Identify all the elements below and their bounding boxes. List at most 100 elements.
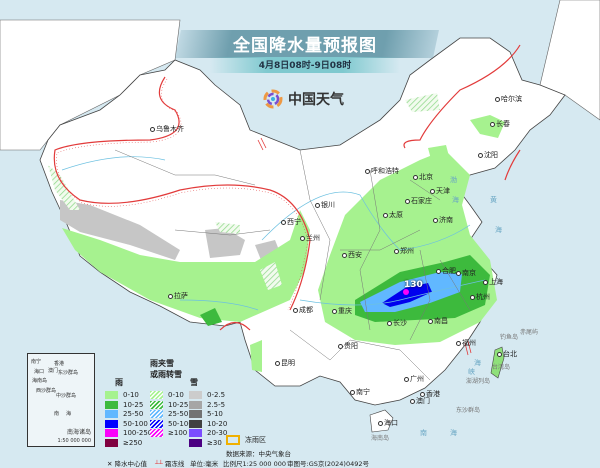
city-dot-icon: [300, 235, 305, 241]
city-label: 南昌: [428, 316, 448, 326]
sea-label: 渤: [450, 176, 457, 184]
city-label: 台北: [497, 349, 517, 359]
city-name: 贵阳: [344, 342, 358, 350]
legend-swatch: [150, 391, 163, 399]
legend-swatch: [189, 400, 202, 409]
city-dot-icon: [315, 202, 320, 208]
freezing-rain-swatch: [226, 435, 240, 445]
legend-swatch: [189, 438, 202, 447]
legend-item-snow: 20-30: [189, 429, 227, 437]
city-label: 南京: [456, 268, 476, 278]
city-dot-icon: [405, 198, 410, 204]
legend-item-rain: ≥250: [105, 438, 142, 447]
frost-line-ticks: [56, 78, 309, 311]
city-dot-icon: [404, 376, 409, 382]
city-label: 香港: [420, 389, 440, 399]
sea-label: 峡: [468, 368, 475, 376]
city-dot-icon: [293, 307, 298, 313]
frost-line-icon: ┴┴: [155, 460, 163, 468]
legend-range: 50-100: [123, 419, 148, 428]
legend-item-mixed: 50-100: [150, 419, 193, 428]
island-label: 钓鱼岛: [500, 334, 519, 341]
map-title: 全国降水量预报图: [233, 36, 377, 56]
island-label: 海南岛: [371, 435, 390, 442]
city-name: 香港: [426, 390, 440, 398]
province-border: [114, 149, 471, 381]
city-name: 南宁: [356, 388, 370, 396]
city-name: 南昌: [434, 317, 448, 325]
city-label: 上海: [483, 277, 503, 287]
city-name: 重庆: [338, 307, 352, 315]
frost-line-label: 霜冻线: [164, 460, 185, 468]
island-label: 台湾岛: [492, 364, 511, 371]
legend-item-mixed: ≥100: [150, 429, 187, 437]
legend-range: 0-10: [123, 391, 139, 399]
weather-china-logo: 中国天气: [262, 88, 344, 110]
city-name: 长春: [496, 120, 510, 128]
city-dot-icon: [338, 343, 343, 349]
city-label: 昆明: [275, 358, 295, 368]
legend-swatch: [189, 419, 202, 428]
city-dot-icon: [168, 293, 173, 299]
city-dot-icon: [281, 219, 286, 225]
city-dot-icon: [470, 294, 475, 300]
inset-title: 南海诸岛: [66, 429, 91, 436]
city-dot-icon: [275, 360, 280, 366]
city-name: 哈尔滨: [501, 95, 522, 103]
city-label: 哈尔滨: [495, 94, 522, 104]
sea-label: 黄: [490, 196, 497, 204]
legend-swatch: [189, 429, 202, 437]
inset-label: 南: [54, 411, 60, 417]
legend-swatch: [150, 429, 163, 437]
legend-item-rain: 25-50: [105, 410, 143, 418]
city-dot-icon: [483, 279, 488, 285]
legend-item-rain: 0-10: [105, 391, 139, 399]
legend-range: 100-250: [123, 429, 153, 437]
inset-label: 南宁: [31, 359, 42, 365]
legend-range: 25-50: [168, 410, 189, 418]
legend-swatch: [150, 419, 163, 428]
inset-label: 海南岛: [32, 378, 48, 384]
city-dot-icon: [378, 420, 383, 426]
south-china-sea-inset: 南宁 香港 海口 澳门 东沙群岛 海南岛 西沙群岛 中沙群岛南海 南海诸岛 1:50 000 …: [27, 353, 95, 447]
inset-label: 东沙群岛: [58, 370, 79, 376]
inset-label: 澳门: [48, 368, 59, 374]
legend-item-snow: 2.5-5: [189, 400, 226, 409]
island-label: 澎湖列岛: [466, 378, 491, 385]
legend-item-snow: 10-20: [189, 419, 228, 428]
center-mark-label: 降水中心值: [114, 460, 148, 468]
legend-item-snow: ≥30: [189, 438, 222, 447]
city-dot-icon: [413, 174, 418, 180]
rain-area-0-10: [62, 210, 310, 322]
city-label: 天津: [430, 186, 450, 196]
cross-icon: ✕: [107, 460, 113, 468]
legend-range: 10-20: [207, 419, 228, 428]
city-label: 石家庄: [405, 196, 432, 206]
legend-range: ≥100: [168, 429, 188, 437]
legend-range: 0-2.5: [207, 391, 226, 399]
legend-range: 5-10: [207, 410, 223, 418]
city-label: 郑州: [394, 246, 414, 256]
city-label: 重庆: [332, 306, 352, 316]
city-dot-icon: [478, 152, 483, 158]
approval-number: 审图号:GS京(2024)0492号: [287, 460, 370, 468]
legend-range: 10-25: [168, 400, 189, 409]
legend-swatch: [150, 410, 163, 418]
city-label: 沈阳: [478, 150, 498, 160]
sea-label: 海: [452, 196, 459, 204]
city-name: 长沙: [393, 319, 407, 327]
city-name: 昆明: [281, 359, 295, 367]
legend-swatch: [150, 400, 163, 409]
city-label: 乌鲁木齐: [150, 124, 184, 134]
legend-item-mixed: 0-10: [150, 391, 184, 399]
legend-swatch: [189, 410, 202, 418]
city-label: 银川: [315, 200, 335, 210]
city-name: 太原: [389, 211, 403, 219]
inset-label: 海: [66, 411, 72, 417]
legend-range: 2.5-5: [207, 400, 226, 409]
city-label: 海口: [378, 418, 398, 428]
city-label: 长沙: [387, 318, 407, 328]
city-dot-icon: [350, 389, 355, 395]
city-dot-icon: [387, 320, 392, 326]
city-label: 兰州: [300, 233, 320, 243]
